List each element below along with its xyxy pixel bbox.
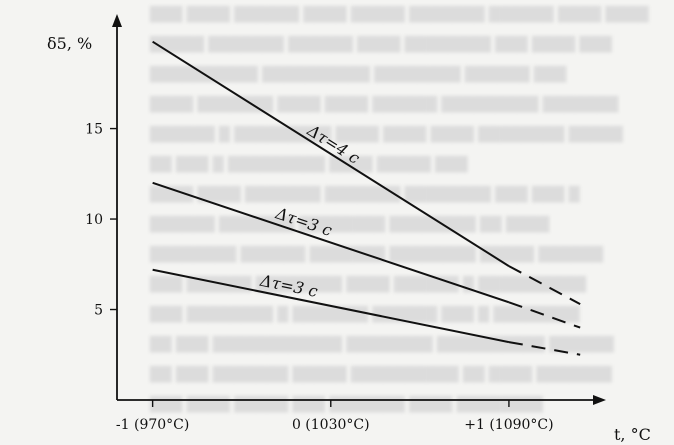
y-tick-label-0: 5 [94,303,103,319]
x-axis-label: t, °C [614,425,651,444]
series-label-0: Δτ=4 c [303,120,363,168]
series-line-1 [152,181,510,304]
series-extrapolation-0 [508,265,581,305]
series-line-2 [152,268,510,344]
x-axis-arrow [593,395,606,405]
x-tick-label-2: +1 (1090°C) [464,417,553,433]
series-extrapolation-2 [508,341,581,356]
series-label-1: Δτ=3 c [273,203,335,240]
y-tick-label-1: 10 [85,212,103,228]
series-line-0 [152,40,510,267]
x-tick-label-0: -1 (970°C) [116,417,189,433]
x-tick-label-1: 0 (1030°C) [292,417,370,433]
y-tick-label-2: 15 [85,122,103,138]
y-axis-arrow [112,14,122,27]
series-extrapolation-1 [508,301,581,329]
axes [112,14,606,405]
y-axis-label: δ5, % [47,34,92,53]
